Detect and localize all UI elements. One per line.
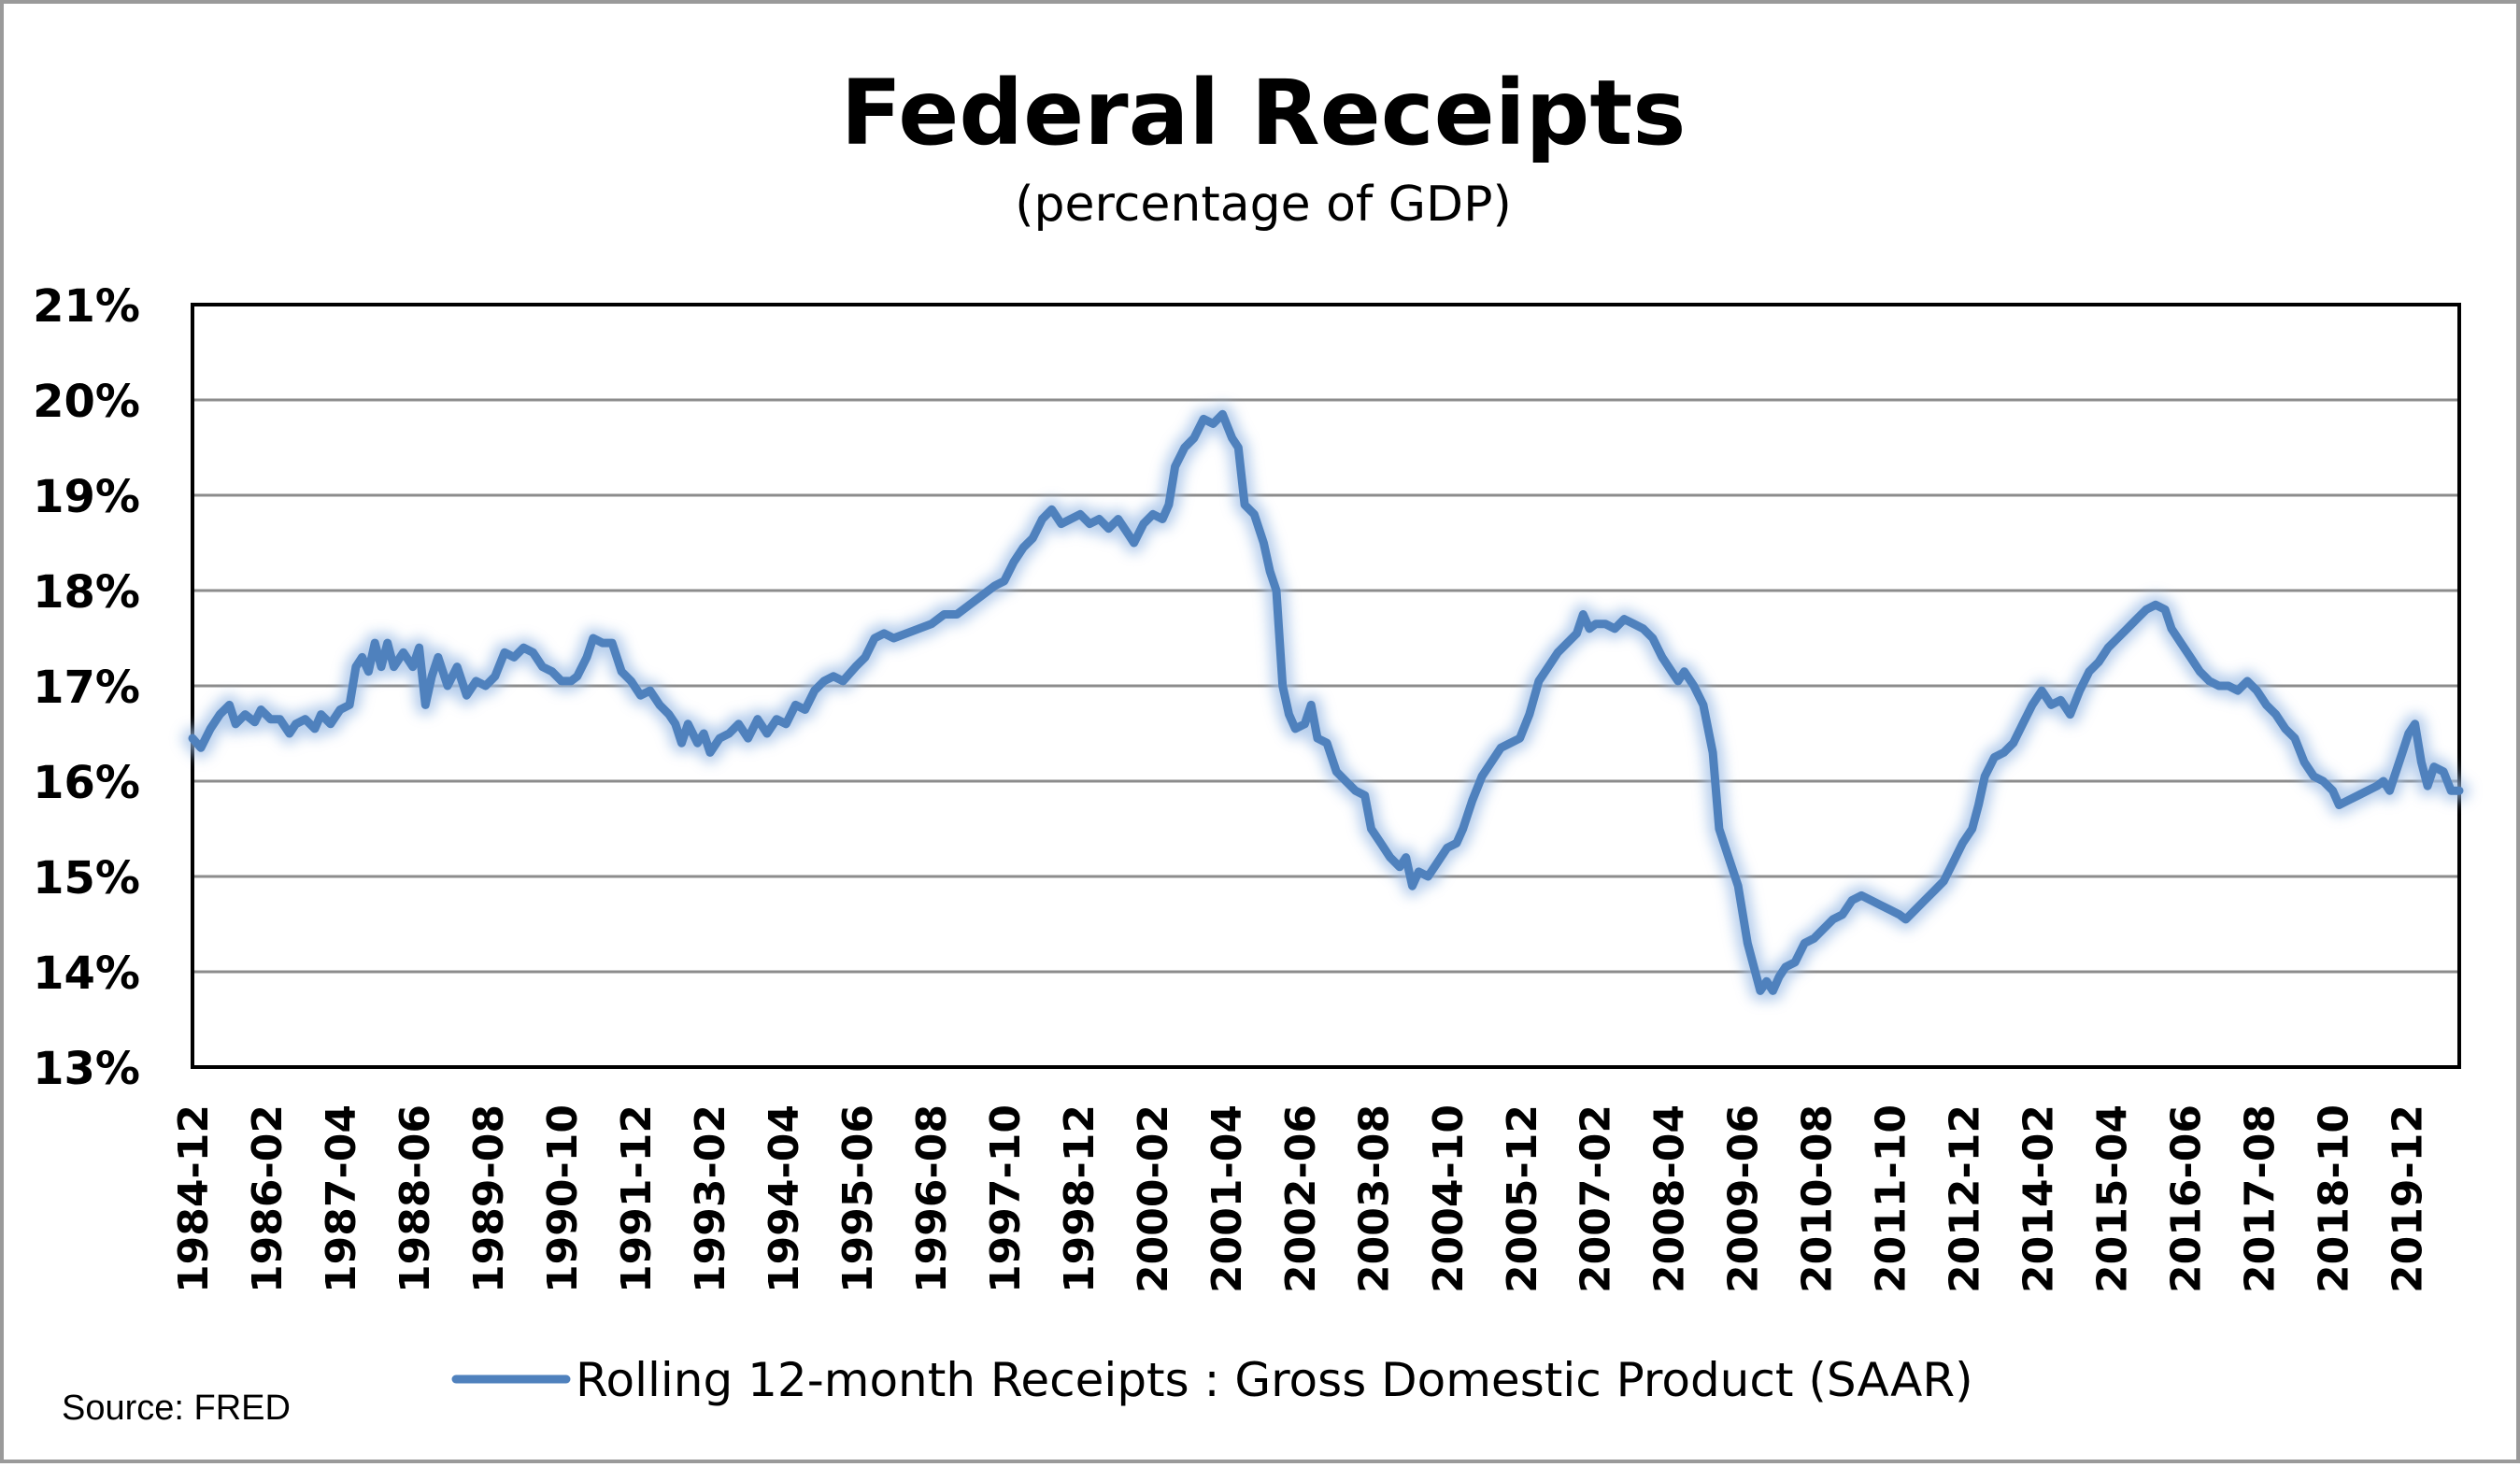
x-tick-label: 2009-06 [1720, 1104, 1768, 1293]
y-tick-label: 20% [33, 376, 140, 428]
x-tick-label: 2005-12 [1499, 1104, 1546, 1293]
x-tick-label: 1986-02 [244, 1104, 292, 1293]
plot-area-border [191, 303, 2461, 1069]
x-tick-label: 1988-06 [392, 1104, 439, 1293]
x-tick-label: 2000-02 [1130, 1104, 1177, 1293]
x-tick-label: 2008-04 [1646, 1104, 1694, 1293]
x-tick-label: 1989-08 [465, 1104, 513, 1293]
x-tick-label: 1998-12 [1056, 1104, 1103, 1293]
x-tick-label: 2019-12 [2385, 1104, 2432, 1293]
series-line-glow [182, 404, 2470, 1002]
x-tick-label: 1993-02 [687, 1104, 734, 1293]
y-tick-label: 18% [33, 566, 140, 619]
x-tick-label: 2015-04 [2089, 1104, 2137, 1293]
x-tick-label: 1997-10 [982, 1104, 1030, 1293]
y-tick-label: 17% [33, 662, 140, 714]
source-label: Source: FRED [62, 1389, 291, 1428]
x-axis-ticks: 1984-12 1986-02 1987-04 1988-06 1989-08 1990-… [170, 1104, 2432, 1293]
y-tick-label: 13% [33, 1043, 140, 1095]
series-layer [182, 404, 2470, 1002]
x-tick-label: 2010-08 [1794, 1104, 1842, 1293]
x-tick-label: 2016-06 [2163, 1104, 2211, 1293]
x-tick-label: 2011-10 [1868, 1104, 1915, 1293]
x-tick-label: 1994-04 [761, 1104, 808, 1293]
gridlines [192, 398, 2459, 974]
y-axis-ticks: 13% 14% 15% 16% 17% 18% 19% 20% 21% [33, 280, 140, 1095]
x-tick-label: 2002-06 [1277, 1104, 1325, 1293]
y-tick-label: 21% [33, 280, 140, 333]
x-tick-label: 2004-10 [1425, 1104, 1473, 1293]
x-tick-label: 2018-10 [2311, 1104, 2358, 1293]
x-tick-label: 2014-02 [2015, 1104, 2063, 1293]
x-tick-label: 1990-10 [539, 1104, 587, 1293]
x-tick-label: 2007-02 [1573, 1104, 1620, 1293]
y-tick-label: 19% [33, 471, 140, 523]
x-tick-label: 2003-08 [1351, 1104, 1399, 1293]
y-tick-label: 16% [33, 757, 140, 809]
x-tick-label: 2012-12 [1942, 1104, 1989, 1293]
x-tick-label: 1984-12 [170, 1104, 218, 1293]
series-line [188, 409, 2464, 995]
x-tick-label: 2001-04 [1203, 1104, 1251, 1293]
x-tick-label: 1996-08 [908, 1104, 956, 1293]
x-tick-label: 2017-08 [2237, 1104, 2285, 1293]
x-tick-label: 1987-04 [318, 1104, 365, 1293]
line-chart: Federal Receipts (percentage of GDP) 13%… [33, 61, 2470, 1428]
y-tick-label: 15% [33, 852, 140, 904]
chart-title: Federal Receipts [841, 61, 1687, 165]
x-tick-label: 1991-12 [613, 1104, 661, 1293]
chart-subtitle: (percentage of GDP) [1015, 177, 1511, 233]
y-tick-label: 14% [33, 947, 140, 1000]
x-tick-label: 1995-06 [834, 1104, 882, 1293]
legend-label: Rolling 12-month Receipts : Gross Domest… [576, 1353, 1973, 1407]
